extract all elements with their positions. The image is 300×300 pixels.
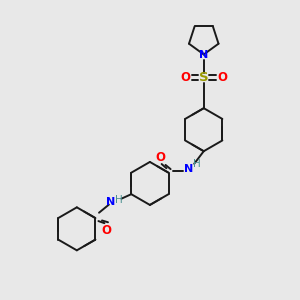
Text: S: S (199, 71, 208, 84)
Text: O: O (155, 151, 165, 164)
Text: N: N (106, 197, 115, 207)
Text: N: N (199, 50, 208, 60)
Text: N: N (184, 164, 193, 173)
Text: O: O (217, 71, 227, 84)
Text: O: O (180, 71, 190, 84)
Text: O: O (102, 224, 112, 237)
Text: H: H (193, 159, 201, 169)
Text: H: H (115, 196, 122, 206)
